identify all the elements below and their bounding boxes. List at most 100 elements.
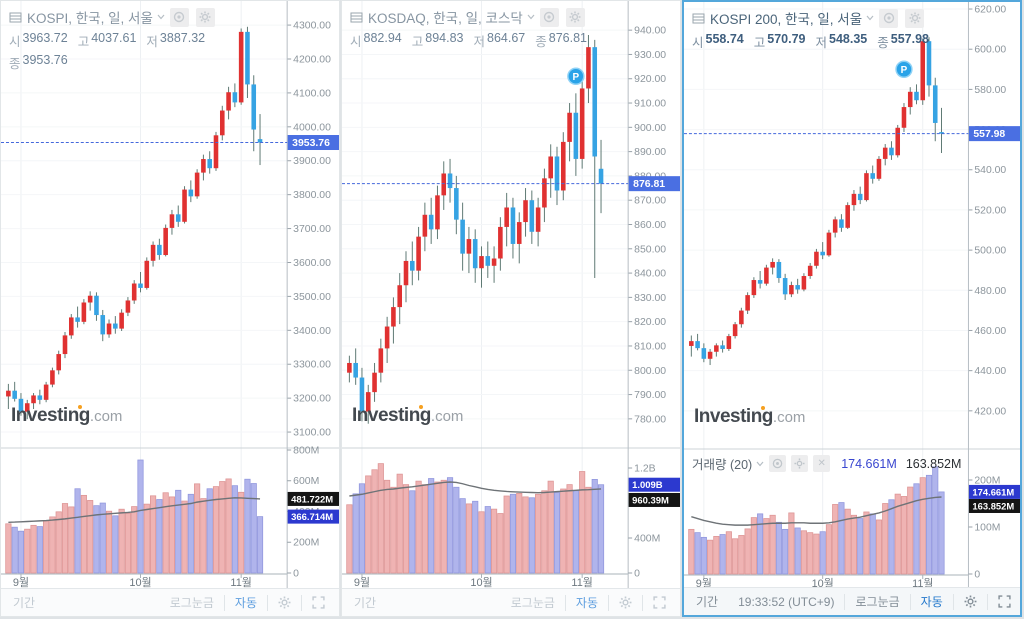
month-label: 10월: [129, 576, 151, 589]
candle-body: [232, 92, 238, 103]
volume-indicator-label[interactable]: 거래량 (20): [692, 458, 753, 472]
volume-current-label-box: [287, 509, 339, 524]
volume-bar: [838, 502, 845, 575]
period-button[interactable]: 기간: [696, 595, 719, 609]
camera-icon-button[interactable]: [879, 8, 899, 28]
fullscreen-expand-icon[interactable]: [986, 593, 1020, 610]
volume-tick-label: 0: [634, 568, 640, 579]
volume-bar: [55, 511, 62, 574]
candle-body: [889, 147, 894, 156]
last-price-label-box: [628, 176, 680, 192]
price-tick-label: 890.00: [634, 147, 666, 158]
volume-bar: [869, 513, 876, 575]
kospi200-price-volume-chart-canvas[interactable]: 620.00600.00580.00560.00540.00520.00500.…: [684, 2, 1020, 592]
candle-body: [50, 370, 55, 385]
price-tick-label: 860.00: [634, 220, 666, 231]
camera-icon-button[interactable]: [769, 455, 787, 472]
price-tick-label: 900.00: [634, 123, 666, 134]
candle-body: [907, 91, 913, 108]
candle-body: [926, 41, 932, 86]
last-price-label: 3953.76: [292, 138, 330, 149]
last-price-label: 876.81: [633, 179, 665, 190]
settings-gear-icon-button[interactable]: [195, 7, 215, 27]
volume-ma-label: 163.852M: [972, 501, 1014, 512]
volume-bar: [850, 514, 857, 575]
candle-body: [213, 135, 219, 169]
volume-bar: [894, 493, 901, 575]
volume-bar: [453, 486, 460, 574]
auto-scale-toggle[interactable]: 자동: [223, 594, 267, 611]
chart-panel-kospi: 4300.00 4200.00 4100.00 4000.00 3900.00 3800.…: [0, 0, 340, 617]
auto-scale-toggle[interactable]: 자동: [564, 594, 608, 611]
log-scale-toggle[interactable]: 로그눈금: [169, 596, 214, 610]
volume-bar: [503, 495, 510, 574]
camera-icon-button[interactable]: [539, 7, 559, 27]
candle-body: [435, 195, 440, 230]
auto-scale-toggle[interactable]: 자동: [909, 593, 953, 610]
candle-body: [510, 207, 516, 244]
close-icon-button[interactable]: ✕: [813, 455, 831, 472]
log-scale-toggle[interactable]: 로그눈금: [510, 596, 555, 610]
settings-gear-icon-button[interactable]: [791, 455, 809, 472]
chevron-down-icon[interactable]: [866, 15, 874, 21]
chevron-down-icon[interactable]: [527, 14, 535, 20]
candle-body: [157, 244, 162, 256]
volume-bar: [396, 473, 403, 574]
volume-bar: [162, 492, 169, 574]
open-value: 3963.72: [22, 31, 68, 45]
candle-body: [37, 395, 43, 400]
candle-body: [119, 312, 124, 329]
price-tick-label: 580.00: [974, 85, 1006, 96]
fullscreen-expand-icon[interactable]: [642, 594, 676, 611]
volume-indicator-header: 거래량 (20) ✕ 174.661M 163.852M: [692, 454, 961, 473]
candle-body: [391, 307, 396, 327]
camera-icon-button[interactable]: [169, 7, 189, 27]
candle-body: [125, 300, 131, 313]
price-tick-label: 440.00: [974, 366, 1006, 377]
period-button[interactable]: 기간: [13, 596, 36, 610]
candle-body: [43, 384, 49, 400]
log-scale-toggle[interactable]: 로그눈금: [844, 593, 909, 610]
month-label: 10월: [470, 576, 492, 589]
candle-body: [839, 219, 844, 228]
chart-title[interactable]: KOSDAQ, 한국, 일, 코스닥: [368, 11, 523, 26]
chart-settings-gear-icon[interactable]: [267, 594, 301, 611]
chevron-down-icon[interactable]: [756, 461, 764, 467]
kosdaq-price-volume-chart-canvas[interactable]: 940.00930.00920.00910.00900.00890.00880.…: [342, 1, 680, 591]
volume-bar: [782, 528, 789, 575]
price-tick-label: 420.00: [974, 406, 1006, 417]
volume-bar: [925, 474, 933, 575]
candle-body: [479, 256, 484, 269]
candle-body: [776, 261, 782, 279]
volume-bar: [882, 503, 889, 575]
settings-gear-icon-button[interactable]: [905, 8, 925, 28]
candle-body: [895, 127, 901, 156]
volume-bar: [497, 513, 504, 574]
volume-bar: [707, 539, 714, 575]
chart-title[interactable]: KOSPI, 한국, 일, 서울: [27, 11, 153, 26]
volume-bar: [547, 480, 554, 574]
candle-body: [150, 244, 156, 261]
volume-bar: [428, 478, 435, 574]
chart-title[interactable]: KOSPI 200, 한국, 일, 서울: [710, 12, 863, 27]
kospi-price-volume-chart-canvas[interactable]: 4300.00 4200.00 4100.00 4000.00 3900.00 3800.…: [1, 1, 339, 591]
candle-body: [12, 390, 17, 399]
fullscreen-expand-icon[interactable]: [301, 594, 335, 611]
candle-body: [542, 178, 547, 208]
volume-bar: [43, 520, 50, 574]
chart-settings-gear-icon[interactable]: [952, 593, 987, 610]
volume-bar: [30, 524, 37, 574]
chevron-down-icon[interactable]: [157, 14, 165, 20]
candle-body: [573, 112, 579, 159]
chart-settings-gear-icon[interactable]: [608, 594, 642, 611]
volume-bar: [434, 481, 441, 574]
candle-body: [163, 227, 168, 256]
price-tick-label: 810.00: [634, 341, 666, 352]
price-tick-label: 3200.00: [293, 394, 331, 405]
candle-body: [347, 362, 352, 373]
settings-gear-icon-button[interactable]: [565, 7, 585, 27]
candle-body: [365, 392, 371, 412]
candle-body: [81, 302, 87, 322]
volume-bar: [36, 526, 43, 574]
period-button[interactable]: 기간: [354, 596, 377, 610]
